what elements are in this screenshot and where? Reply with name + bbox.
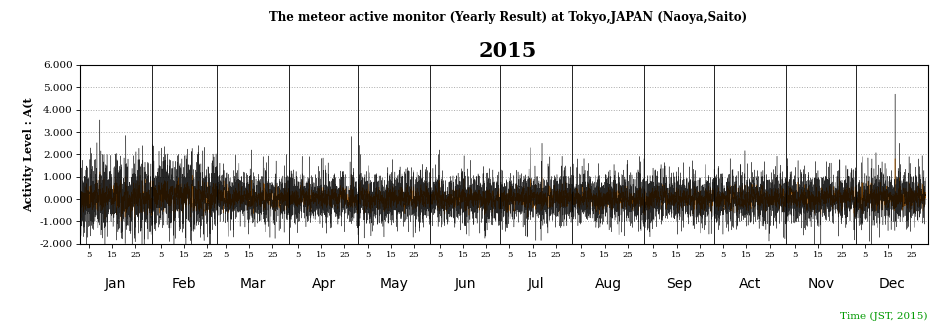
Y-axis label: Activity Level : A(t: Activity Level : A(t — [22, 97, 34, 212]
Text: The meteor active monitor (Yearly Result) at Tokyo,JAPAN (Naoya,Saito): The meteor active monitor (Yearly Result… — [269, 11, 746, 24]
Text: 2015: 2015 — [478, 41, 536, 61]
Text: Time (JST, 2015): Time (JST, 2015) — [840, 312, 927, 321]
